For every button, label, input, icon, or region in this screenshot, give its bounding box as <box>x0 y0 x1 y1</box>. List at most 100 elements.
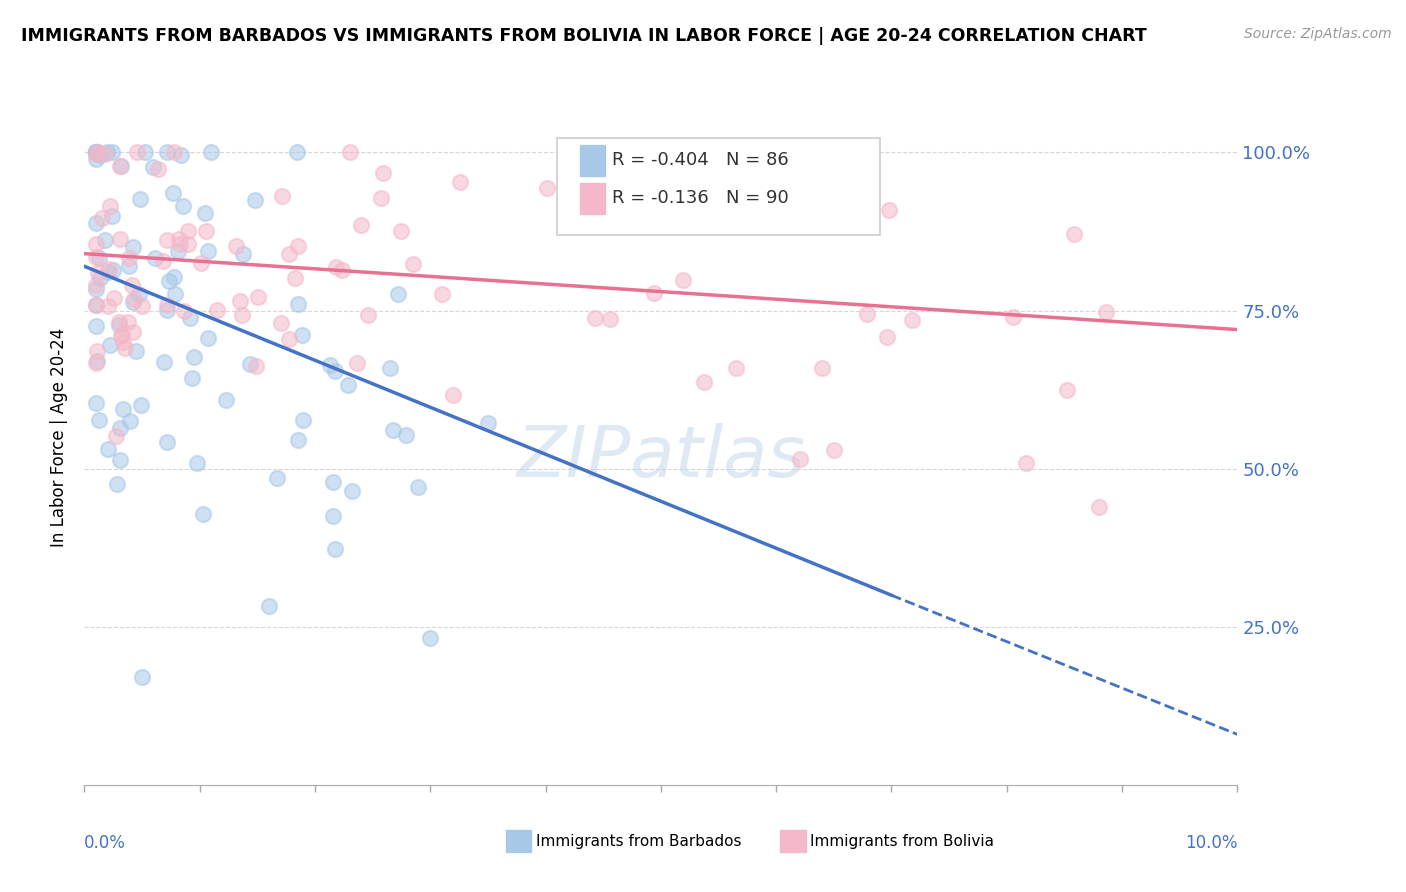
Point <box>157 274 180 288</box>
Point <box>143 252 166 266</box>
Point <box>107 318 129 332</box>
Point <box>131 299 153 313</box>
Point <box>643 285 665 300</box>
Point <box>419 632 441 646</box>
Point <box>125 343 148 358</box>
Point <box>402 257 425 271</box>
Point <box>110 159 132 173</box>
Point <box>89 270 111 285</box>
Point <box>1088 500 1111 514</box>
Point <box>110 329 132 343</box>
Point <box>84 251 107 265</box>
Point <box>259 599 281 614</box>
Point <box>215 393 238 408</box>
Point <box>287 434 309 448</box>
Point <box>291 327 314 342</box>
Point <box>84 145 107 160</box>
Point <box>156 233 179 247</box>
Point <box>84 356 107 370</box>
Point <box>449 176 471 190</box>
Point <box>165 287 187 301</box>
Point <box>103 291 125 305</box>
Point <box>266 471 288 485</box>
Point <box>876 330 898 344</box>
Point <box>231 309 253 323</box>
Point <box>97 442 120 457</box>
Point <box>131 670 153 684</box>
Point <box>146 161 169 176</box>
Point <box>167 232 190 246</box>
Point <box>1063 227 1085 241</box>
Point <box>114 341 136 355</box>
Point <box>245 359 267 374</box>
Point <box>152 253 174 268</box>
Point <box>200 145 222 160</box>
Point <box>84 282 107 296</box>
Text: Source: ZipAtlas.com: Source: ZipAtlas.com <box>1244 27 1392 41</box>
Point <box>855 307 877 321</box>
Point <box>84 216 107 230</box>
Point <box>232 247 254 261</box>
Point <box>118 260 141 274</box>
Point <box>172 199 194 213</box>
Point <box>408 480 430 494</box>
Point <box>91 211 114 226</box>
Point <box>173 304 195 318</box>
Point <box>430 287 453 301</box>
Point <box>229 294 252 309</box>
Point <box>277 247 299 261</box>
Point <box>357 308 380 322</box>
Point <box>181 371 204 385</box>
Point <box>84 396 107 410</box>
Point <box>163 145 186 160</box>
Point <box>111 326 134 341</box>
Bar <box>581 183 606 214</box>
Point <box>110 232 132 246</box>
Point <box>152 355 174 369</box>
Point <box>155 297 177 311</box>
Point <box>163 269 186 284</box>
FancyBboxPatch shape <box>557 138 880 235</box>
Point <box>350 218 373 232</box>
Point <box>371 166 394 180</box>
Point <box>84 145 107 160</box>
Text: ZIPatlas: ZIPatlas <box>516 424 806 492</box>
Point <box>97 299 120 313</box>
Point <box>246 290 269 304</box>
Point <box>337 378 360 392</box>
Point <box>724 361 747 376</box>
Point <box>378 360 401 375</box>
Point <box>239 357 262 371</box>
Point <box>108 160 131 174</box>
Point <box>197 331 219 345</box>
Point <box>693 375 716 389</box>
Point <box>89 251 111 265</box>
Point <box>94 233 117 247</box>
Point <box>900 313 922 327</box>
Point <box>87 413 110 427</box>
Text: 0.0%: 0.0% <box>84 834 127 852</box>
Point <box>87 266 110 280</box>
Point <box>156 302 179 317</box>
Point <box>105 429 128 443</box>
Point <box>111 402 134 417</box>
Point <box>191 507 214 521</box>
Point <box>84 237 107 252</box>
Point <box>346 355 368 369</box>
Point <box>395 428 418 442</box>
Point <box>122 292 145 306</box>
Text: 10.0%: 10.0% <box>1185 834 1237 852</box>
Point <box>387 286 409 301</box>
Point <box>84 145 107 160</box>
Point <box>1001 310 1024 325</box>
Point <box>177 224 200 238</box>
Point <box>811 361 834 376</box>
Point <box>194 206 217 220</box>
Point <box>1056 383 1078 397</box>
Text: IMMIGRANTS FROM BARBADOS VS IMMIGRANTS FROM BOLIVIA IN LABOR FORCE | AGE 20-24 C: IMMIGRANTS FROM BARBADOS VS IMMIGRANTS F… <box>21 27 1147 45</box>
Point <box>125 145 148 160</box>
Point <box>287 239 309 253</box>
Point <box>93 146 115 161</box>
Y-axis label: In Labor Force | Age 20-24: In Labor Force | Age 20-24 <box>51 327 69 547</box>
Point <box>122 240 145 254</box>
